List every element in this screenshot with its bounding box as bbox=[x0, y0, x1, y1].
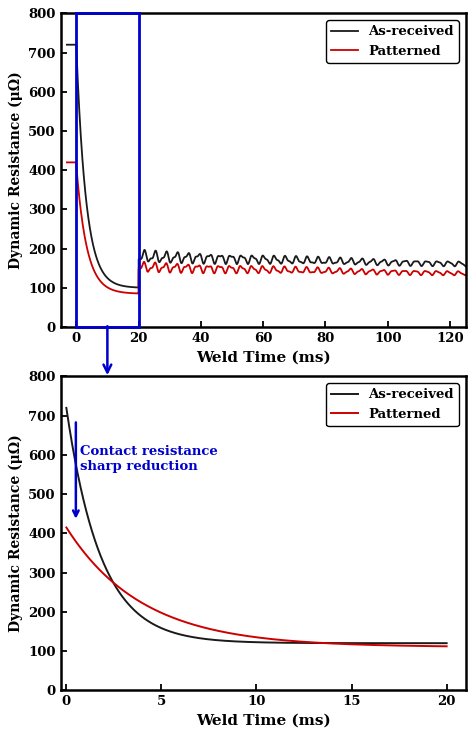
Patterned bbox=[340, 640, 346, 648]
Patterned bbox=[318, 267, 323, 276]
Patterned bbox=[84, 243, 90, 252]
As-received bbox=[340, 639, 346, 648]
Patterned bbox=[223, 628, 229, 637]
Line: Patterned: Patterned bbox=[66, 528, 447, 646]
Line: As-received: As-received bbox=[67, 45, 465, 288]
As-received bbox=[84, 202, 90, 211]
As-received bbox=[413, 639, 419, 648]
As-received bbox=[318, 256, 323, 265]
As-received bbox=[209, 250, 214, 259]
Patterned bbox=[360, 265, 365, 274]
Patterned bbox=[300, 268, 306, 277]
Patterned bbox=[64, 158, 70, 167]
Patterned bbox=[381, 266, 387, 275]
As-received bbox=[381, 255, 387, 264]
Line: As-received: As-received bbox=[66, 408, 447, 643]
Patterned bbox=[64, 523, 69, 532]
Patterned bbox=[244, 631, 250, 640]
Y-axis label: Dynamic Resistance (μΩ): Dynamic Resistance (μΩ) bbox=[9, 434, 23, 632]
As-received bbox=[444, 639, 449, 648]
As-received bbox=[64, 40, 70, 49]
X-axis label: Weld Time (ms): Weld Time (ms) bbox=[196, 714, 330, 728]
As-received bbox=[136, 283, 141, 292]
As-received bbox=[223, 637, 229, 645]
As-received bbox=[244, 637, 250, 646]
As-received bbox=[432, 639, 438, 648]
Patterned bbox=[413, 642, 419, 651]
As-received bbox=[226, 637, 232, 645]
Line: Patterned: Patterned bbox=[67, 163, 465, 294]
X-axis label: Weld Time (ms): Weld Time (ms) bbox=[196, 350, 330, 364]
Text: Contact resistance
sharp reduction: Contact resistance sharp reduction bbox=[80, 445, 218, 473]
As-received bbox=[300, 259, 306, 268]
Bar bbox=[76, 13, 138, 327]
Legend: As-received, Patterned: As-received, Patterned bbox=[326, 383, 459, 426]
Patterned bbox=[463, 271, 468, 280]
Patterned bbox=[136, 289, 141, 298]
As-received bbox=[64, 403, 69, 412]
Y-axis label: Dynamic Resistance (μΩ): Dynamic Resistance (μΩ) bbox=[9, 71, 23, 269]
As-received bbox=[463, 262, 468, 271]
Patterned bbox=[209, 263, 214, 272]
Patterned bbox=[432, 642, 438, 651]
As-received bbox=[360, 254, 365, 263]
Patterned bbox=[444, 642, 449, 651]
Patterned bbox=[226, 629, 232, 637]
Legend: As-received, Patterned: As-received, Patterned bbox=[326, 20, 459, 63]
